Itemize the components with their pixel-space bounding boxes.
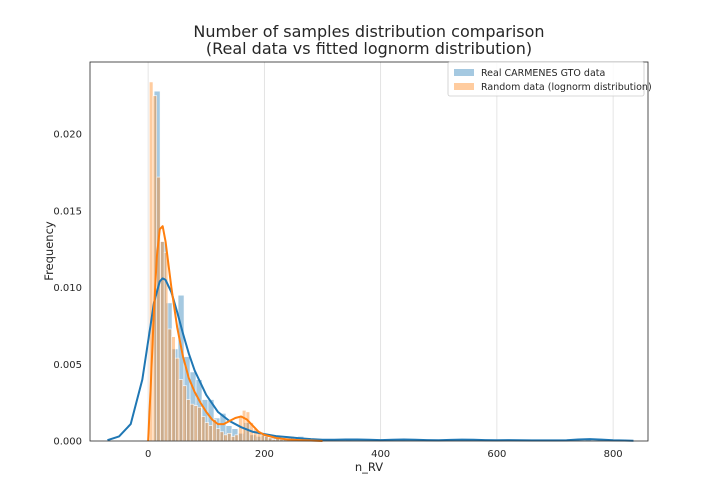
random-data-bar — [219, 431, 224, 442]
kde-curve-real — [107, 277, 634, 442]
random-data-bar — [182, 385, 187, 442]
y-tick-label: 0.005 — [53, 360, 82, 371]
x-tick-label: 800 — [604, 449, 623, 460]
legend-swatch-random — [454, 83, 474, 90]
random-data-bar — [234, 434, 239, 442]
random-data-bar — [175, 357, 180, 442]
random-data-bar — [208, 425, 213, 442]
y-tick-label: 0.015 — [53, 206, 82, 217]
legend-label-real: Real CARMENES GTO data — [481, 68, 605, 79]
x-tick-label: 600 — [487, 449, 506, 460]
legend-box — [447, 61, 645, 97]
random-data-bar — [241, 410, 247, 442]
random-data-bar — [201, 416, 206, 442]
y-axis-ticks: 0.000 0.005 0.010 0.015 0.020 — [53, 130, 82, 448]
random-data-bar — [160, 241, 165, 442]
random-data-bar — [171, 336, 176, 442]
random-data-bar — [245, 411, 251, 442]
x-tick-label: 200 — [255, 449, 274, 460]
random-data-bar — [193, 405, 198, 442]
random-data-bar — [256, 433, 262, 442]
grid-lines — [147, 62, 614, 441]
random-data-bar — [268, 437, 273, 442]
kde-curve-random — [147, 225, 323, 442]
y-tick-label: 0.020 — [53, 130, 82, 141]
plot-frame — [89, 61, 649, 442]
x-tick-label: 0 — [145, 449, 151, 460]
random-data-bar — [238, 416, 243, 442]
random-data-bar — [186, 399, 191, 442]
random-data-bar — [215, 428, 221, 442]
random-data-bar — [264, 436, 269, 442]
random-data-bar — [178, 379, 184, 442]
x-axis-ticks: 0 200 400 600 800 — [145, 449, 623, 460]
x-tick-label: 400 — [371, 449, 390, 460]
random-data-bar — [204, 422, 210, 442]
y-axis-label: Frequency — [42, 221, 56, 281]
random-data-bar — [197, 406, 202, 442]
legend-label-random: Random data (lognorm distribution) — [481, 82, 652, 93]
chart-title-line1: Number of samples distribution compariso… — [193, 22, 544, 41]
chart-title-line2: (Real data vs fitted lognorm distributio… — [206, 39, 532, 58]
random-data-bar — [189, 403, 195, 442]
y-tick-label: 0.010 — [53, 283, 82, 294]
random-data-bar — [167, 328, 172, 442]
random-data-bar — [230, 436, 236, 442]
x-axis-label: n_RV — [355, 460, 383, 474]
y-tick-label: 0.000 — [53, 437, 82, 448]
random-data-bar — [223, 434, 228, 442]
kde-curves — [107, 225, 634, 442]
random-data-bar — [156, 176, 161, 442]
legend: Real CARMENES GTO data Random data (logn… — [447, 61, 652, 97]
legend-swatch-real — [454, 69, 474, 76]
random-data-bar — [227, 433, 232, 442]
